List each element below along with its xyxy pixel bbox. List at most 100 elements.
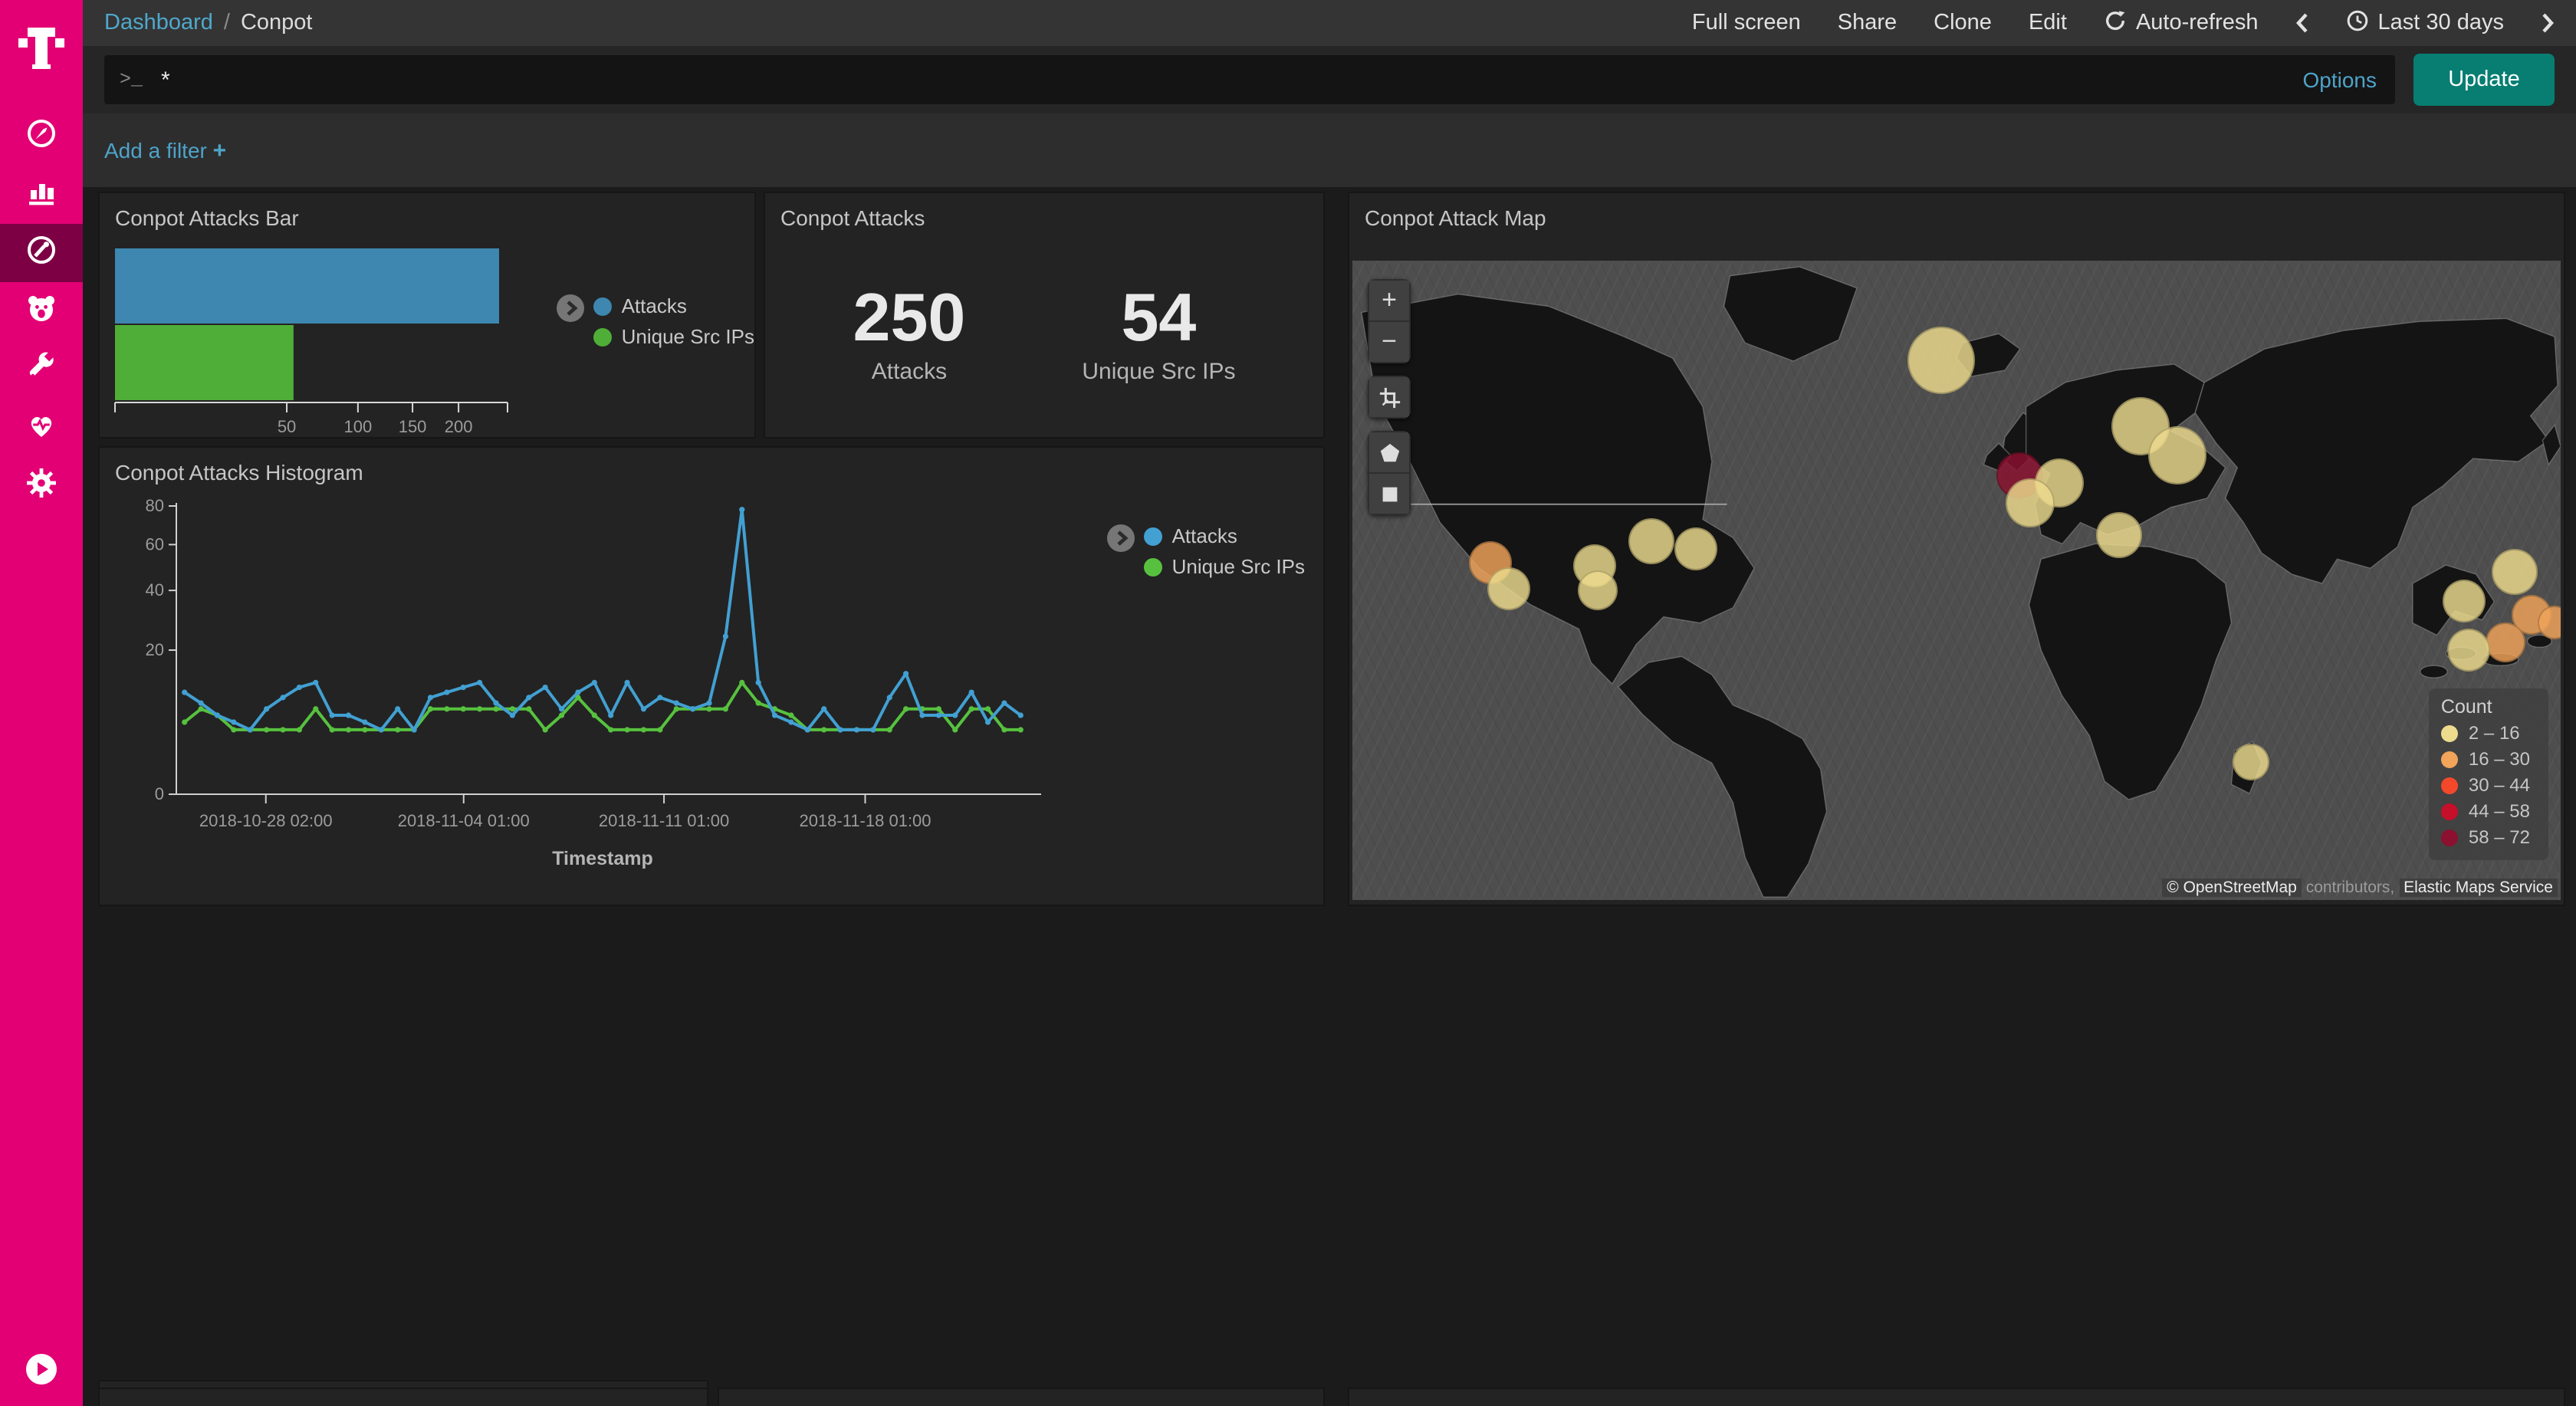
time-back-button[interactable] — [2295, 12, 2309, 34]
legend-label: Unique Src IPs — [1171, 555, 1305, 578]
metric-attacks: 250 Attacks — [853, 281, 966, 386]
legend-toggle-chevron-icon[interactable] — [1107, 524, 1135, 552]
line-chart[interactable]: 0 20 40 60 80 2018-10-28 02:00 2018-11-04 01:0… — [121, 491, 1102, 889]
svg-text:100: 100 — [344, 417, 373, 436]
sidebar-item-dashboard[interactable] — [0, 224, 83, 282]
map-legend-range: 16 – 30 — [2468, 748, 2530, 770]
time-range-button[interactable]: Last 30 days — [2346, 8, 2504, 38]
legend-item[interactable]: Unique Src IPs — [593, 325, 754, 348]
metric-label: Attacks — [871, 359, 948, 386]
metric-value: 54 — [1121, 281, 1197, 356]
sidebar-collapse-button[interactable] — [0, 1349, 83, 1397]
map-legend-entry: 16 – 30 — [2440, 748, 2530, 770]
sidebar-item-monitoring[interactable] — [0, 399, 83, 457]
map-attack-bubble[interactable] — [2442, 580, 2486, 623]
query-prompt-icon: >_ — [120, 69, 143, 90]
openstreetmap-link[interactable]: © OpenStreetMap — [2162, 879, 2302, 897]
svg-text:40: 40 — [146, 580, 164, 600]
auto-refresh-button[interactable]: Auto-refresh — [2104, 8, 2259, 38]
map-attack-bubble[interactable] — [1907, 326, 1975, 394]
map-attack-bubble[interactable] — [2233, 744, 2270, 781]
map-attack-bubble[interactable] — [1674, 527, 1717, 571]
svg-text:50: 50 — [278, 417, 296, 436]
map-attack-bubble[interactable] — [2148, 426, 2207, 485]
map-legend-entry: 44 – 58 — [2440, 800, 2530, 822]
map-legend-range: 58 – 72 — [2468, 826, 2530, 848]
legend-item[interactable]: Attacks — [1144, 524, 1305, 547]
metric-value: 250 — [853, 281, 966, 356]
clone-button[interactable]: Clone — [1934, 11, 1992, 35]
map-attack-bubble[interactable] — [1487, 567, 1531, 610]
full-screen-button[interactable]: Full screen — [1691, 11, 1801, 35]
map-draw-polygon-button[interactable] — [1368, 431, 1411, 474]
sidebar-item-visualize[interactable] — [0, 166, 83, 224]
map-attack-bubble[interactable] — [1577, 570, 1618, 610]
map-attack-bubble[interactable] — [2006, 478, 2055, 528]
legend-color-dot — [593, 327, 613, 346]
breadcrumb-separator: / — [223, 11, 230, 35]
next-row-panel-edge — [1348, 1388, 2565, 1406]
sidebar — [0, 0, 83, 1406]
svg-text:2018-10-28 02:00: 2018-10-28 02:00 — [199, 811, 333, 830]
map-legend-color-dot — [2440, 751, 2458, 767]
wrench-icon — [25, 349, 58, 390]
legend-label: Unique Src IPs — [621, 325, 754, 348]
map-attack-bubble[interactable] — [2485, 623, 2525, 663]
map-legend-entry: 2 – 16 — [2440, 722, 2530, 744]
svg-text:150: 150 — [399, 417, 427, 436]
share-button[interactable]: Share — [1837, 11, 1898, 35]
legend-item[interactable]: Attacks — [593, 294, 754, 317]
panel-title: Conpot Attack Map — [1365, 205, 1546, 230]
sidebar-item-discover[interactable] — [0, 107, 83, 166]
map-legend-title: Count — [2440, 696, 2492, 718]
map-attack-bubble[interactable] — [2095, 512, 2142, 559]
map-draw-rectangle-button[interactable] — [1368, 474, 1411, 515]
panel-conpot-attacks-metric: Conpot Attacks 250 Attacks 54 Unique Src… — [764, 192, 1325, 439]
telekom-logo[interactable] — [0, 0, 83, 95]
map-fit-bounds-button[interactable] — [1368, 376, 1411, 419]
map-legend: Count 2 – 16 16 – 30 30 – 44 44 – 58 58 – 72 — [2428, 688, 2548, 860]
sidebar-item-dev-tools[interactable] — [0, 340, 83, 399]
legend-item[interactable]: Unique Src IPs — [1144, 555, 1305, 578]
attack-map[interactable]: + − — [1352, 261, 2561, 900]
legend-toggle-chevron-icon[interactable] — [557, 294, 585, 322]
metric-label: Unique Src IPs — [1082, 359, 1236, 386]
map-attack-bubble[interactable] — [1628, 518, 1674, 565]
map-legend-range: 44 – 58 — [2468, 800, 2530, 822]
elastic-maps-service-link[interactable]: Elastic Maps Service — [2399, 879, 2558, 897]
query-options-link[interactable]: Options — [2302, 67, 2377, 92]
time-forward-button[interactable] — [2541, 12, 2555, 34]
edit-button[interactable]: Edit — [2028, 11, 2067, 35]
svg-text:200: 200 — [445, 417, 473, 436]
map-zoom-in-button[interactable]: + — [1368, 279, 1411, 322]
panel-title: Conpot Attacks Bar — [115, 205, 299, 230]
breadcrumb-dashboard-link[interactable]: Dashboard — [104, 11, 213, 35]
timelion-lion-icon — [25, 291, 58, 332]
svg-text:2018-11-04 01:00: 2018-11-04 01:00 — [398, 811, 530, 830]
update-button[interactable]: Update — [2413, 54, 2555, 106]
map-attack-bubble[interactable] — [2447, 629, 2491, 672]
metric-unique-src-ips: 54 Unique Src IPs — [1082, 281, 1236, 386]
clock-icon — [2346, 8, 2369, 38]
panel-title: Conpot Attacks Histogram — [115, 460, 363, 485]
attribution-text: contributors, — [2305, 879, 2395, 897]
play-icon — [21, 1349, 61, 1397]
panel-conpot-attack-map: Conpot Attack Map — [1348, 192, 2565, 906]
map-attack-bubble[interactable] — [2492, 549, 2538, 596]
svg-text:Timestamp: Timestamp — [552, 848, 653, 869]
add-filter-link[interactable]: Add a filter + — [104, 137, 227, 163]
horizontal-bar-chart[interactable]: 50 100 150 200 — [109, 236, 557, 439]
svg-text:60: 60 — [146, 534, 164, 554]
sidebar-item-timelion[interactable] — [0, 282, 83, 340]
svg-text:80: 80 — [146, 496, 164, 515]
line-chart-legend: Attacks Unique Src IPs — [1107, 524, 1305, 578]
map-zoom-out-button[interactable]: − — [1368, 322, 1411, 363]
map-attack-bubble[interactable] — [2538, 605, 2561, 639]
filter-bar: Add a filter + — [83, 113, 2576, 189]
sidebar-item-management[interactable] — [0, 457, 83, 515]
search-input[interactable]: >_ * Options — [104, 55, 2395, 104]
map-legend-range: 2 – 16 — [2468, 722, 2520, 744]
plus-icon: + — [212, 137, 227, 163]
query-bar: >_ * Options Update — [83, 46, 2576, 113]
